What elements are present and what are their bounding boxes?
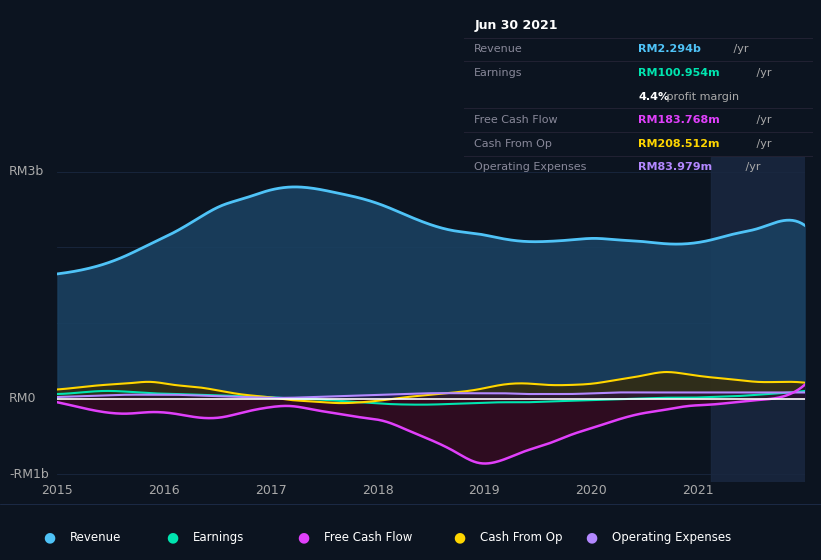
Text: /yr: /yr [731, 44, 749, 54]
Text: ●: ● [454, 531, 466, 544]
Text: Free Cash Flow: Free Cash Flow [475, 115, 558, 125]
Text: RM83.979m: RM83.979m [639, 162, 713, 172]
Text: 4.4%: 4.4% [639, 92, 669, 101]
Text: RM2.294b: RM2.294b [639, 44, 701, 54]
Text: ●: ● [167, 531, 178, 544]
Text: 2015: 2015 [42, 484, 73, 497]
Text: 2016: 2016 [149, 484, 180, 497]
Text: RM3b: RM3b [9, 165, 44, 179]
Text: Operating Expenses: Operating Expenses [475, 162, 587, 172]
Text: Earnings: Earnings [193, 531, 245, 544]
Text: RM0: RM0 [9, 392, 36, 405]
Text: Jun 30 2021: Jun 30 2021 [475, 19, 557, 32]
Text: 2017: 2017 [255, 484, 287, 497]
Text: 2019: 2019 [469, 484, 500, 497]
Text: 2020: 2020 [576, 484, 607, 497]
Text: Revenue: Revenue [70, 531, 122, 544]
Text: Revenue: Revenue [475, 44, 523, 54]
Text: Earnings: Earnings [475, 68, 523, 78]
Text: Cash From Op: Cash From Op [475, 139, 553, 149]
Bar [711, 157, 805, 482]
Text: /yr: /yr [742, 162, 760, 172]
Text: Free Cash Flow: Free Cash Flow [324, 531, 413, 544]
Text: 2021: 2021 [682, 484, 713, 497]
Text: /yr: /yr [754, 68, 772, 78]
Text: ●: ● [585, 531, 597, 544]
Text: RM183.768m: RM183.768m [639, 115, 720, 125]
Text: RM208.512m: RM208.512m [639, 139, 720, 149]
Text: ●: ● [44, 531, 55, 544]
Text: Cash From Op: Cash From Op [480, 531, 562, 544]
Text: -RM1b: -RM1b [9, 468, 48, 480]
Text: profit margin: profit margin [663, 92, 739, 101]
Text: 2018: 2018 [362, 484, 393, 497]
Text: ●: ● [298, 531, 310, 544]
Text: /yr: /yr [754, 139, 772, 149]
Text: Operating Expenses: Operating Expenses [612, 531, 731, 544]
Text: /yr: /yr [754, 115, 772, 125]
Text: RM100.954m: RM100.954m [639, 68, 720, 78]
